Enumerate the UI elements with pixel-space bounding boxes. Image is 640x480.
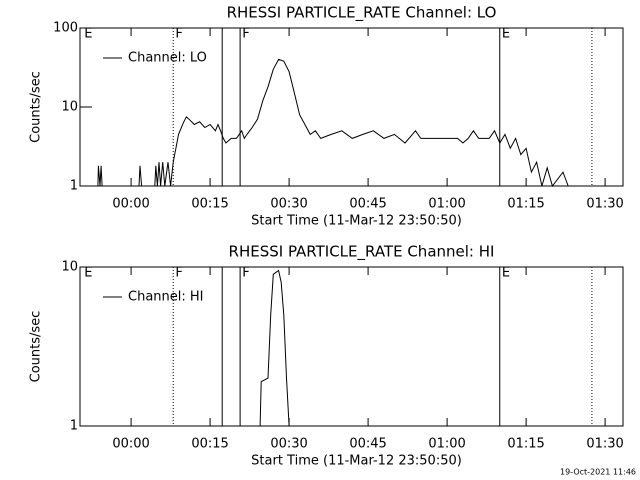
- x-tick-label: 01:00: [428, 197, 465, 212]
- x-tick-label: 01:30: [586, 437, 623, 452]
- flag-label: F: [175, 266, 182, 281]
- y-axis-label: Counts/sec: [29, 311, 44, 383]
- data-line: [81, 58, 584, 188]
- y-tick-label: 100: [53, 21, 78, 36]
- legend-label: Channel: HI: [128, 290, 204, 305]
- y-axis-label: Counts/sec: [29, 71, 44, 143]
- flag-label: F: [242, 266, 249, 281]
- x-tick-label: 00:30: [270, 197, 307, 212]
- timestamp: 19-Oct-2021 11:46: [560, 468, 636, 477]
- legend-label: Channel: LO: [128, 51, 207, 66]
- y-tick-label: 1: [70, 419, 78, 434]
- x-tick-label: 01:15: [507, 197, 544, 212]
- chart-title: RHESSI PARTICLE_RATE Channel: LO: [227, 4, 497, 23]
- x-tick-label: 01:15: [507, 437, 544, 452]
- x-tick-label: 00:00: [112, 437, 149, 452]
- flag-label: E: [84, 27, 92, 42]
- flag-label: F: [242, 27, 249, 42]
- flag-label: E: [84, 266, 92, 281]
- x-tick-label: 00:30: [270, 437, 307, 452]
- flag-label: E: [502, 27, 510, 42]
- x-tick-label: 00:45: [349, 437, 386, 452]
- x-tick-label: 00:15: [191, 197, 228, 212]
- data-line: [81, 269, 584, 427]
- flag-label: E: [502, 266, 510, 281]
- x-tick-label: 00:45: [349, 197, 386, 212]
- x-axis-label: Start Time (11-Mar-12 23:50:50): [251, 454, 462, 469]
- x-tick-label: 00:00: [112, 197, 149, 212]
- y-tick-label: 10: [61, 100, 78, 115]
- x-tick-label: 01:00: [428, 437, 465, 452]
- x-tick-label: 01:30: [586, 197, 623, 212]
- x-axis-label: Start Time (11-Mar-12 23:50:50): [251, 214, 462, 229]
- y-tick-label: 1: [70, 179, 78, 194]
- flag-label: F: [175, 27, 182, 42]
- x-tick-label: 00:15: [191, 437, 228, 452]
- chart-title: RHESSI PARTICLE_RATE Channel: HI: [229, 243, 495, 262]
- y-tick-label: 10: [61, 260, 78, 275]
